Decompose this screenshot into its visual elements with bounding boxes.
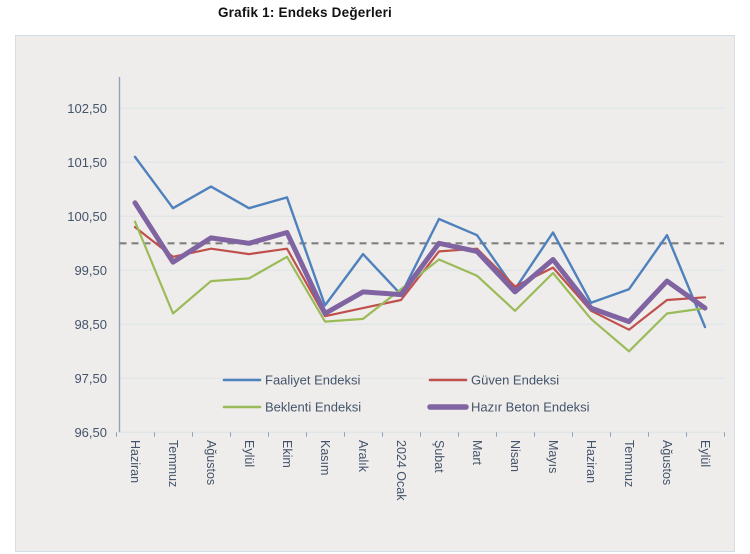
x-axis-tick-label: Şubat [432,440,446,473]
x-axis-tick-label: Aralık [356,440,370,473]
x-axis-tick-label: Eylül [242,440,256,467]
legend-label: Hazır Beton Endeksi [471,400,590,415]
x-axis-tick-label: Haziran [128,440,142,483]
x-axis-tick-label: Temmuz [622,440,636,487]
y-axis-tick-label: 99,50 [74,263,107,278]
x-axis-tick-label: Temmuz [166,440,180,487]
y-axis-tick-label: 101,50 [67,155,107,170]
x-axis-tick-label: Ekim [280,440,294,468]
series-line-haz-r-beton-endeksi [132,200,708,325]
y-axis-tick-label: 98,50 [74,317,107,332]
chart-canvas: 102,50 101,50 100,50 99,50 98,50 97,50 96,50 Ha… [67,77,725,501]
x-axis-tick-label: Eylül [698,440,712,467]
chart-panel: 102,50 101,50 100,50 99,50 98,50 97,50 96,50 Ha… [15,35,735,552]
legend-label: Beklenti Endeksi [265,400,361,415]
x-axis-tick-label: 2024 Ocak [394,440,408,501]
chart-title: Grafik 1: Endeks Değerleri [217,5,393,20]
y-axis-tick-label: 100,50 [67,209,107,224]
legend-label: Faaliyet Endeksi [265,373,360,388]
y-axis-tick-label: 96,50 [74,425,107,440]
x-axis-tick-label: Mart [470,440,484,466]
x-axis-tick-label: Mayıs [546,440,560,473]
x-axis-tick-label: Haziran [584,440,598,483]
y-axis-tick-label: 97,50 [74,371,107,386]
x-axis-tick-label: Ağustos [204,440,218,485]
x-axis-tick-label: Kasım [318,440,332,475]
series-line-faaliyet-endeksi [133,155,707,329]
x-axis-tick-label: Nisan [508,440,522,472]
y-axis-tick-label: 102,50 [67,101,107,116]
series-line-beklenti-endeksi [133,220,707,353]
legend-label: Güven Endeksi [471,373,559,388]
x-axis-tick-label: Ağustos [660,440,674,485]
